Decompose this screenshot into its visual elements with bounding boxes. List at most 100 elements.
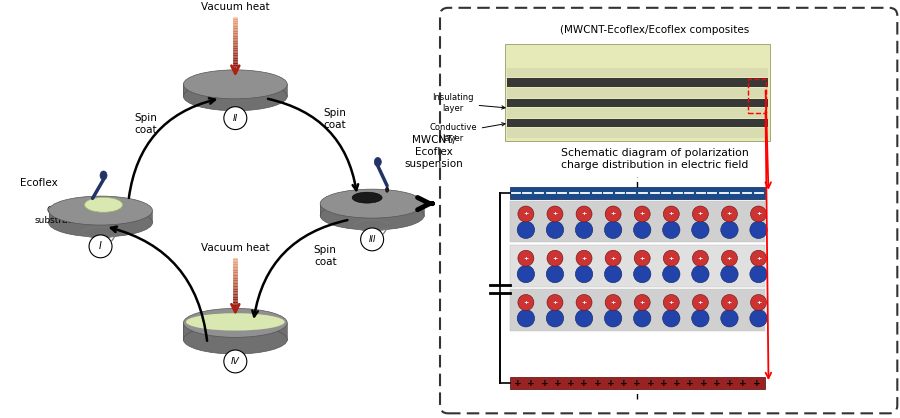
Circle shape	[663, 206, 680, 222]
Text: +: +	[698, 256, 703, 261]
Bar	[510, 187, 764, 199]
Text: Insulating
layer: Insulating layer	[432, 94, 505, 113]
Circle shape	[518, 221, 535, 239]
Text: +: +	[698, 300, 703, 305]
Text: +: +	[673, 379, 680, 387]
Circle shape	[634, 206, 650, 222]
FancyBboxPatch shape	[440, 8, 897, 413]
Text: Schematic diagram of polarization
charge distribution in electric field: Schematic diagram of polarization charge…	[561, 148, 749, 170]
Text: +: +	[607, 379, 615, 387]
Circle shape	[576, 206, 592, 222]
Text: +: +	[527, 379, 535, 387]
Text: +: +	[610, 300, 616, 305]
Ellipse shape	[85, 197, 122, 212]
Ellipse shape	[184, 325, 287, 354]
Text: +: +	[699, 379, 707, 387]
Circle shape	[722, 250, 737, 266]
Circle shape	[576, 250, 592, 266]
Circle shape	[721, 221, 738, 239]
Circle shape	[692, 310, 709, 327]
Text: Spin
coat: Spin coat	[324, 108, 346, 130]
Circle shape	[751, 295, 767, 311]
Circle shape	[605, 310, 622, 327]
Circle shape	[692, 221, 709, 239]
Ellipse shape	[91, 199, 94, 205]
Text: +: +	[687, 379, 694, 387]
Ellipse shape	[100, 171, 107, 180]
Text: III: III	[368, 235, 376, 244]
Circle shape	[224, 107, 247, 130]
Circle shape	[605, 206, 621, 222]
Circle shape	[692, 295, 708, 311]
Circle shape	[518, 265, 535, 283]
Text: +: +	[640, 256, 644, 261]
Text: Spin
coat: Spin coat	[314, 245, 337, 267]
Text: II: II	[233, 114, 238, 122]
Circle shape	[750, 221, 767, 239]
Text: Ecoflex: Ecoflex	[20, 178, 58, 188]
Text: +: +	[553, 300, 558, 305]
Ellipse shape	[374, 158, 382, 166]
Ellipse shape	[320, 201, 424, 230]
Text: +: +	[727, 256, 732, 261]
Text: +: +	[610, 212, 616, 217]
Text: +: +	[610, 256, 616, 261]
Circle shape	[634, 250, 650, 266]
Circle shape	[575, 265, 593, 283]
Ellipse shape	[49, 196, 152, 225]
Text: Glass
substrates: Glass substrates	[35, 206, 83, 225]
Circle shape	[750, 310, 767, 327]
Bar	[510, 245, 764, 287]
Text: +: +	[756, 300, 761, 305]
Bar	[507, 128, 768, 138]
Text: +: +	[756, 212, 761, 217]
Ellipse shape	[184, 70, 287, 99]
Text: +: +	[727, 212, 732, 217]
Circle shape	[575, 221, 593, 239]
Circle shape	[546, 221, 563, 239]
Circle shape	[721, 310, 738, 327]
Circle shape	[605, 250, 621, 266]
Bar	[510, 289, 764, 331]
Circle shape	[663, 295, 680, 311]
Polygon shape	[49, 211, 152, 222]
Circle shape	[751, 250, 767, 266]
Polygon shape	[184, 323, 287, 339]
Ellipse shape	[184, 308, 287, 337]
Ellipse shape	[49, 208, 152, 237]
Ellipse shape	[385, 187, 389, 193]
Text: +: +	[713, 379, 721, 387]
Circle shape	[722, 206, 737, 222]
Text: +: +	[523, 300, 528, 305]
Circle shape	[546, 310, 563, 327]
Circle shape	[692, 265, 709, 283]
Circle shape	[547, 206, 563, 222]
Circle shape	[634, 295, 650, 311]
Circle shape	[751, 206, 767, 222]
Bar	[507, 79, 768, 87]
Circle shape	[89, 235, 112, 258]
Circle shape	[518, 206, 534, 222]
Bar	[505, 43, 770, 141]
Circle shape	[662, 221, 680, 239]
Circle shape	[518, 295, 534, 311]
Circle shape	[634, 221, 651, 239]
Text: MWCNT/
Ecoflex
suspension: MWCNT/ Ecoflex suspension	[405, 135, 464, 168]
Text: +: +	[726, 379, 734, 387]
Text: +: +	[740, 379, 747, 387]
Ellipse shape	[320, 189, 424, 218]
Text: +: +	[567, 379, 575, 387]
Text: +: +	[523, 212, 528, 217]
Text: +: +	[581, 212, 587, 217]
Text: +: +	[669, 212, 674, 217]
Polygon shape	[184, 84, 287, 96]
Text: +: +	[553, 256, 558, 261]
Bar	[507, 99, 768, 107]
Text: Vacuum heat: Vacuum heat	[201, 2, 270, 12]
Text: +: +	[756, 256, 761, 261]
Text: +: +	[698, 212, 703, 217]
Circle shape	[547, 250, 563, 266]
Text: +: +	[640, 300, 644, 305]
Ellipse shape	[184, 82, 287, 111]
Circle shape	[605, 221, 622, 239]
